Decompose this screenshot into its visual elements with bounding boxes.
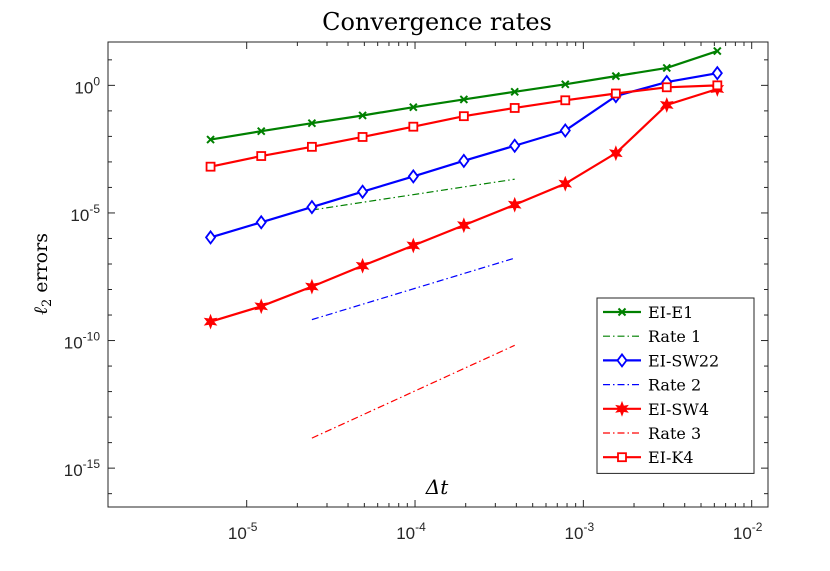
y-tick-label: 100	[74, 74, 100, 97]
x-axis-label: Δt	[425, 475, 449, 499]
legend-label-ei-sw4: EI-SW4	[648, 400, 709, 419]
data-point-ei-sw22	[559, 123, 571, 139]
data-point-ei-e1	[409, 102, 418, 112]
legend-label-ei-k4: EI-K4	[648, 448, 694, 467]
data-point-ei-e1	[611, 71, 621, 81]
data-point-ei-k4	[661, 82, 672, 93]
series-rate-1	[311, 178, 515, 211]
x-tick-label: 10-5	[228, 520, 258, 543]
y-tick-label: 10-10	[64, 330, 101, 353]
data-point-ei-sw4	[609, 145, 623, 162]
data-point-ei-k4	[408, 121, 419, 132]
legend-entry-rate-1: Rate 1	[603, 327, 701, 346]
legend-entry-ei-e1: EI-E1	[603, 303, 693, 322]
legend-box	[596, 297, 755, 474]
legend-entry-ei-sw4: EI-SW4	[603, 400, 709, 419]
data-point-ei-k4	[712, 80, 723, 91]
data-point-ei-k4	[205, 161, 216, 172]
data-point-ei-sw22	[255, 214, 267, 230]
y-tick-label: 10-15	[64, 457, 101, 480]
legend: EI-E1 Rate 1 EI-SW22 Rate 2 EI-SW4 Rate 3 EI-K…	[596, 297, 755, 474]
legend-label-rate-1: Rate 1	[648, 327, 701, 346]
data-point-ei-e1	[257, 126, 266, 136]
data-point-ei-sw22	[407, 168, 419, 184]
data-point-ei-sw22	[306, 199, 318, 215]
data-point-ei-sw22	[509, 138, 521, 154]
data-point-ei-k4	[357, 132, 368, 142]
series-line-rate-2	[311, 257, 515, 321]
data-point-ei-k4	[458, 111, 469, 122]
data-point-ei-sw4	[457, 217, 471, 234]
series-rate-2	[311, 257, 515, 321]
data-point-ei-e1	[713, 46, 722, 56]
data-point-ei-sw4	[406, 237, 421, 254]
data-point-ei-k4	[560, 95, 571, 106]
x-tick-label: 10-4	[396, 520, 426, 543]
series-line-rate-3	[311, 344, 515, 439]
legend-label-rate-2: Rate 2	[648, 376, 701, 395]
series-ei-k4	[205, 80, 723, 172]
data-point-ei-k4	[307, 141, 317, 152]
data-point-ei-e1	[662, 63, 671, 73]
x-tick-label: 10-2	[733, 520, 763, 543]
data-point-ei-sw22	[458, 153, 470, 169]
data-point-ei-sw4	[203, 313, 218, 330]
legend-marker-ei-sw22	[616, 352, 628, 368]
y-axis-label: ℓ2 errors	[30, 233, 55, 315]
data-point-ei-k4	[256, 151, 267, 161]
y-tick-label: 10-5	[70, 202, 100, 225]
series-ei-sw4	[203, 81, 725, 330]
data-point-ei-k4	[509, 103, 520, 113]
plot-area-frame	[107, 41, 769, 508]
data-point-ei-sw22	[711, 65, 723, 81]
data-point-ei-e1	[358, 111, 367, 120]
chart-title: Convergence rates	[322, 8, 552, 36]
x-tick-label: 10-3	[565, 520, 595, 543]
data-point-ei-e1	[307, 118, 317, 128]
data-point-ei-sw22	[356, 184, 369, 200]
legend-marker-ei-k4	[617, 452, 627, 463]
data-point-ei-sw4	[558, 175, 573, 192]
legend-entry-ei-k4: EI-K4	[603, 448, 694, 467]
data-point-ei-sw4	[659, 97, 674, 113]
series-line-rate-1	[311, 178, 515, 211]
data-point-ei-k4	[610, 88, 621, 99]
legend-entry-rate-2: Rate 2	[603, 376, 701, 395]
data-point-ei-sw4	[355, 257, 370, 274]
series-rate-3	[311, 344, 515, 439]
legend-label-rate-3: Rate 3	[648, 424, 701, 443]
data-point-ei-e1	[510, 87, 519, 96]
data-point-ei-sw4	[305, 278, 319, 295]
legend-marker-ei-e1	[617, 307, 627, 317]
series-ei-e1	[206, 46, 722, 144]
legend-label-ei-e1: EI-E1	[648, 303, 693, 322]
legend-label-ei-sw22: EI-SW22	[648, 351, 719, 370]
series-ei-sw22	[204, 65, 723, 245]
legend-marker-ei-sw4	[615, 400, 629, 417]
data-point-ei-sw22	[204, 229, 217, 245]
data-point-ei-e1	[206, 135, 215, 144]
data-point-ei-e1	[459, 95, 469, 104]
data-point-ei-e1	[561, 80, 570, 89]
legend-entry-ei-sw22: EI-SW22	[603, 351, 719, 370]
data-point-ei-sw4	[254, 298, 269, 315]
data-point-ei-sw4	[507, 196, 522, 213]
legend-entry-rate-3: Rate 3	[603, 424, 701, 443]
